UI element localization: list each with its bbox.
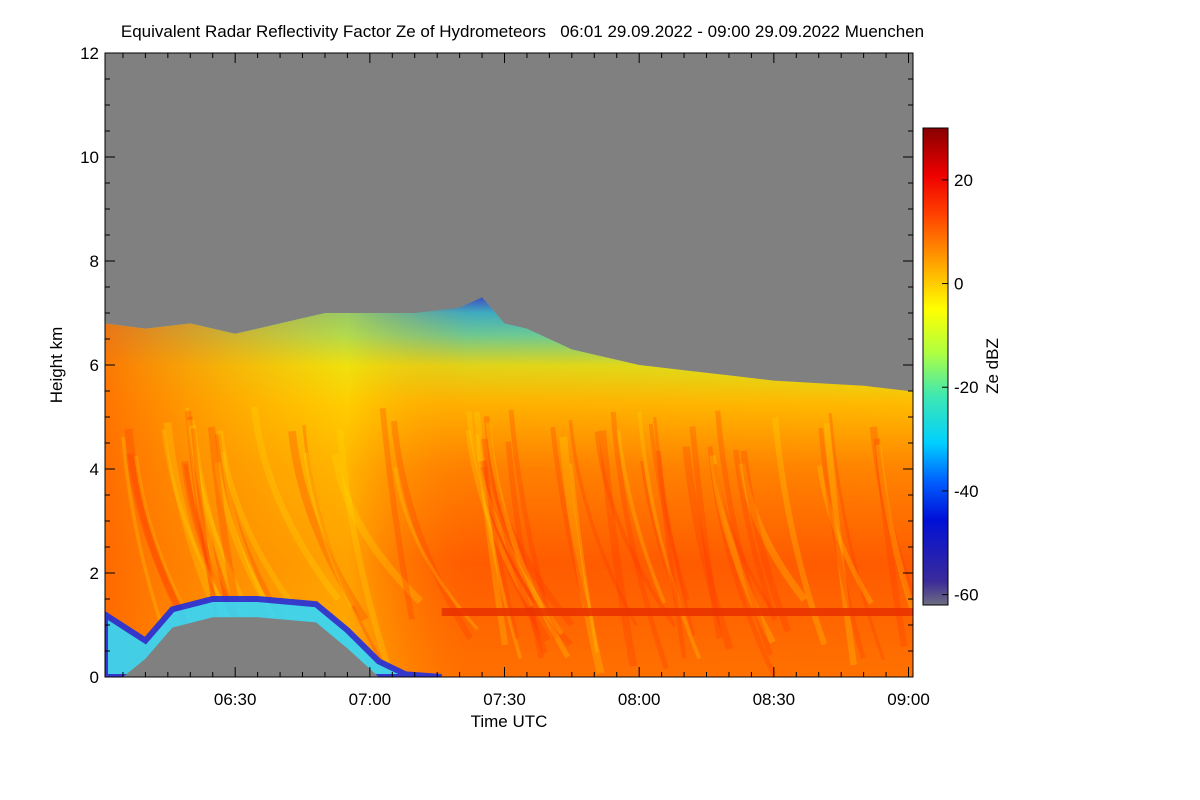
reflectivity-shading bbox=[105, 297, 913, 677]
fall-streak bbox=[336, 428, 391, 666]
colorbar-label: Ze dBZ bbox=[983, 338, 1002, 394]
fall-streak bbox=[559, 436, 605, 674]
y-axis: 0 2 4 6 8 10 12 bbox=[80, 44, 913, 687]
fall-streak bbox=[818, 427, 866, 659]
fall-streak bbox=[875, 444, 913, 621]
y-tick-label: 6 bbox=[90, 356, 99, 375]
fall-streak bbox=[331, 453, 423, 605]
fall-streak bbox=[302, 424, 386, 668]
y-tick-label: 2 bbox=[90, 564, 99, 583]
fall-streak bbox=[303, 452, 355, 608]
fall-streak bbox=[640, 460, 685, 613]
fall-streak bbox=[475, 433, 523, 660]
fall-streak bbox=[648, 423, 690, 601]
x-tick-label: 09:00 bbox=[887, 690, 930, 709]
x-tick-label: 07:30 bbox=[483, 690, 526, 709]
fall-streak bbox=[125, 453, 190, 622]
fall-streak bbox=[616, 429, 666, 604]
fall-streak bbox=[772, 417, 828, 646]
fall-streak bbox=[481, 438, 575, 627]
fall-streak bbox=[817, 465, 874, 605]
fall-streak bbox=[637, 411, 702, 660]
fall-streak bbox=[250, 406, 341, 602]
colorbar-tick-label: -40 bbox=[954, 482, 979, 501]
colorbar-tick-label: -60 bbox=[954, 586, 979, 605]
x-tick-label: 07:00 bbox=[349, 690, 392, 709]
x-tick-label: 06:30 bbox=[214, 690, 257, 709]
fall-streak bbox=[379, 408, 415, 620]
fall-streak bbox=[185, 407, 252, 614]
x-axis-label: Time UTC bbox=[471, 712, 548, 731]
colorbar-tick-label: 20 bbox=[954, 171, 973, 190]
fall-streak bbox=[873, 438, 908, 648]
fall-streak bbox=[134, 455, 193, 624]
y-axis-label: Height km bbox=[47, 327, 66, 404]
fall-streak bbox=[656, 450, 687, 659]
x-tick-label: 08:00 bbox=[618, 690, 661, 709]
chart-title: Equivalent Radar Reflectivity Factor Ze … bbox=[120, 22, 925, 41]
fall-streak bbox=[869, 426, 913, 609]
fall-streak bbox=[465, 429, 534, 608]
fall-streak bbox=[823, 422, 857, 666]
fall-streak bbox=[737, 463, 808, 602]
colorbar: -60 -40 -20 0 20 Ze dBZ bbox=[922, 127, 1002, 606]
lower-no-data-region bbox=[122, 617, 379, 677]
fall-streak bbox=[483, 416, 548, 654]
x-tick-label: 08:30 bbox=[753, 690, 796, 709]
colorbar-ticks: -60 -40 -20 0 20 bbox=[942, 171, 979, 605]
x-axis: 06:30 07:00 07:30 08:00 08:30 09:00 bbox=[122, 53, 930, 709]
fall-streak bbox=[505, 441, 544, 659]
fall-streak bbox=[610, 411, 669, 670]
fall-streak bbox=[598, 430, 638, 667]
fall-streak bbox=[479, 466, 573, 647]
y-tick-label: 10 bbox=[80, 148, 99, 167]
plot-area bbox=[105, 53, 913, 677]
colorbar-tick-label: 0 bbox=[954, 275, 963, 294]
fall-streak bbox=[568, 419, 638, 627]
colorbar-tick-label: -20 bbox=[954, 378, 979, 397]
fall-streak bbox=[482, 460, 520, 639]
fall-streak bbox=[715, 410, 774, 656]
fall-streak bbox=[828, 413, 885, 661]
fall-streak bbox=[477, 460, 551, 643]
fall-streak bbox=[709, 455, 776, 644]
fall-streak bbox=[466, 411, 564, 636]
fall-streak bbox=[288, 430, 369, 622]
fall-streak bbox=[485, 422, 571, 659]
y-tick-label: 8 bbox=[90, 252, 99, 271]
fall-streak bbox=[713, 464, 774, 611]
y-tick-label: 4 bbox=[90, 460, 99, 479]
fall-streak bbox=[550, 426, 591, 618]
fall-streak bbox=[186, 419, 229, 622]
fall-streak bbox=[707, 446, 777, 677]
fall-streak bbox=[594, 431, 677, 628]
fall-streak bbox=[183, 464, 230, 609]
fall-streak bbox=[217, 430, 306, 621]
y-tick-label: 12 bbox=[80, 44, 99, 63]
bright-band bbox=[441, 608, 913, 616]
fall-streak bbox=[682, 446, 734, 651]
fall-streak bbox=[569, 463, 599, 654]
y-tick-label: 0 bbox=[90, 668, 99, 687]
fall-streak bbox=[733, 449, 778, 622]
fall-streak bbox=[161, 429, 223, 601]
colorbar-scale bbox=[922, 127, 949, 606]
